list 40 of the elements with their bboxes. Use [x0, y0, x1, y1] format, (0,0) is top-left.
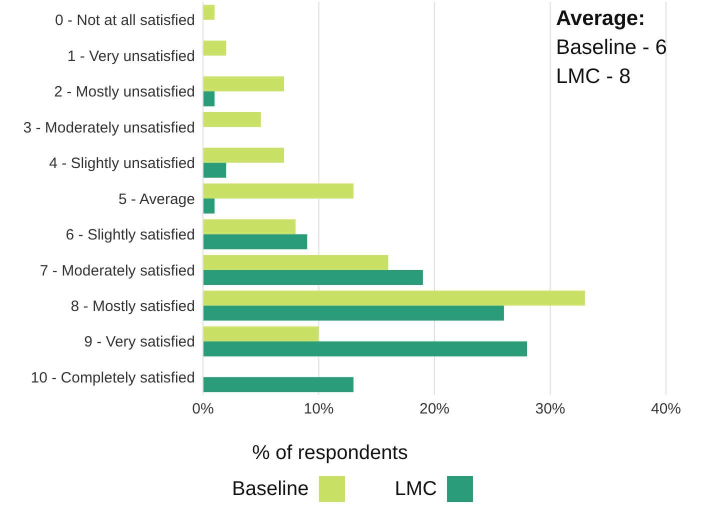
bar [203, 254, 388, 270]
bar [203, 183, 354, 198]
bar [203, 112, 261, 128]
annotation: LMC - 8 [556, 64, 632, 90]
bar [203, 234, 308, 250]
legend-label: Baseline [232, 478, 309, 500]
y-tick-label: 9 - Very satisfied [84, 334, 195, 351]
bar [203, 219, 296, 234]
bar [203, 270, 423, 285]
bar [203, 76, 284, 92]
y-tick-label: 7 - Moderately satisfied [40, 262, 195, 280]
bar [203, 377, 354, 392]
bar [203, 290, 585, 306]
x-tick-label: 10% [304, 400, 334, 418]
y-tick-label: 6 - Slightly satisfied [66, 226, 195, 244]
y-tick-label: 5 - Average [118, 190, 195, 208]
y-tick-label: 2 - Mostly unsatisfied [54, 84, 195, 101]
y-tick-label: 8 - Mostly satisfied [70, 298, 195, 316]
bar [203, 91, 215, 106]
annotation: Average: [556, 6, 646, 32]
y-tick-label: 1 - Very unsatisfied [67, 48, 195, 65]
y-tick-label: 4 - Slightly unsatisfied [49, 155, 195, 172]
bar [203, 4, 215, 20]
x-tick-label: 0% [192, 400, 214, 418]
y-tick-label: 0 - Not at all satisfied [54, 12, 195, 30]
bar [203, 162, 226, 178]
x-tick-label: 20% [419, 400, 450, 418]
legend-label: LMC [394, 478, 437, 500]
x-tick-label: 30% [535, 400, 566, 418]
bar [203, 148, 284, 163]
bar [203, 326, 319, 342]
y-tick-label: 3 - Moderately unsatisfied [23, 119, 195, 136]
bar [203, 198, 215, 214]
x-tick-label: 40% [650, 400, 682, 418]
x-axis-title: % of respondents [251, 442, 409, 465]
bar [203, 341, 528, 356]
y-tick-label: 10 - Completely satisfied [30, 369, 195, 386]
bar [203, 40, 226, 56]
annotation: Baseline - 6 [556, 35, 667, 61]
bar [203, 306, 504, 321]
